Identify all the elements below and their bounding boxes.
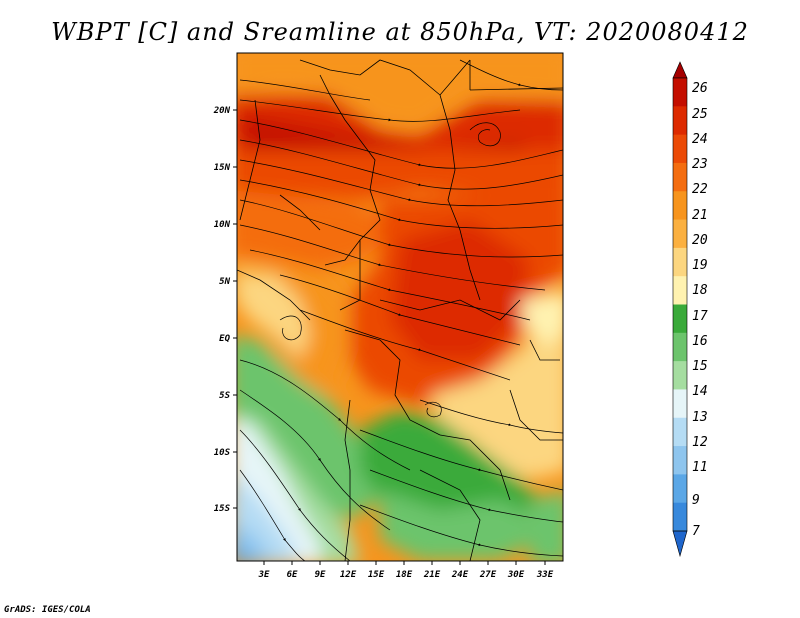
colorbar-label: 13 [692, 410, 708, 425]
colorbar-label: 15 [692, 359, 708, 374]
country-borders [237, 59, 563, 561]
map-border [236, 52, 564, 562]
lat-label: 15N [214, 163, 231, 173]
lat-label: 10N [214, 220, 231, 230]
lat-label: 5S [219, 391, 230, 401]
lon-axis: 3E 6E 9E 12E 15E 18E 21E 24E 27E 30E 33E [258, 561, 554, 580]
colorbar-segments [673, 78, 687, 532]
colorbar-label: 16 [692, 334, 708, 349]
colorbar-segment [673, 389, 687, 419]
lat-label: 10S [214, 448, 231, 458]
lon-label: 9E [315, 570, 326, 580]
lat-axis: 20N 15N 10N 5N EQ 5S 10S 15S [213, 106, 237, 514]
colorbar-segment [673, 219, 687, 249]
lat-label: EQ [219, 334, 230, 344]
colorbar-segment [673, 191, 687, 221]
colorbar-segment [673, 106, 687, 136]
colorbar-segment [673, 361, 687, 390]
lon-label: 21E [423, 570, 441, 580]
colorbar-segment [673, 502, 687, 532]
colorbar-segment [673, 247, 687, 277]
lat-label: 5N [219, 277, 230, 287]
colorbar-label: 18 [692, 283, 708, 298]
colorbar-segment [673, 78, 687, 107]
map-panel [237, 53, 563, 561]
colorbar-label: 25 [692, 107, 708, 122]
lon-label: 30E [507, 570, 525, 580]
colorbar-segment [673, 134, 687, 164]
lon-label: 27E [479, 570, 497, 580]
colorbar-label: 14 [692, 384, 708, 399]
colorbar-bottom-arrow [672, 530, 688, 558]
colorbar-label: 23 [692, 157, 708, 172]
grads-credit: GrADS: IGES/COLA [4, 605, 91, 615]
colorbar-label: 21 [692, 208, 708, 223]
lon-label: 15E [368, 570, 385, 580]
lon-label: 3E [258, 570, 270, 580]
colorbar-label: 11 [692, 460, 708, 475]
colorbar-top-arrow [672, 61, 688, 79]
streamlines [239, 59, 563, 561]
colorbar-segment [673, 474, 687, 504]
colorbar-label: 19 [692, 258, 708, 273]
colorbar-label: 24 [692, 132, 708, 147]
colorbar-segment [673, 446, 687, 475]
colorbar-segment [673, 304, 687, 334]
lon-label: 6E [287, 570, 298, 580]
colorbar-label: 20 [692, 233, 708, 248]
colorbar-label: 17 [692, 309, 708, 324]
colorbar-segment [673, 332, 687, 362]
lon-label: 18E [396, 570, 413, 580]
colorbar-label: 7 [692, 524, 700, 539]
lon-label: 33E [536, 570, 554, 580]
colorbar-segment [673, 162, 687, 192]
lon-label: 12E [340, 570, 357, 580]
colorbar-label: 26 [692, 81, 708, 96]
colorbar-segment [673, 276, 687, 305]
lat-label: 20N [213, 106, 231, 116]
colorbar-label: 12 [692, 435, 708, 450]
lon-label: 24E [451, 570, 469, 580]
lat-label: 15S [214, 504, 231, 514]
colorbar-label: 9 [692, 493, 700, 508]
colorbar-label: 22 [692, 182, 708, 197]
chart-title: WBPT [C] and Sreamline at 850hPa, VT: 20… [51, 18, 749, 46]
colorbar-segment [673, 417, 687, 447]
colorbar: 26 25 24 23 22 21 20 19 18 17 16 15 14 1… [672, 61, 708, 558]
